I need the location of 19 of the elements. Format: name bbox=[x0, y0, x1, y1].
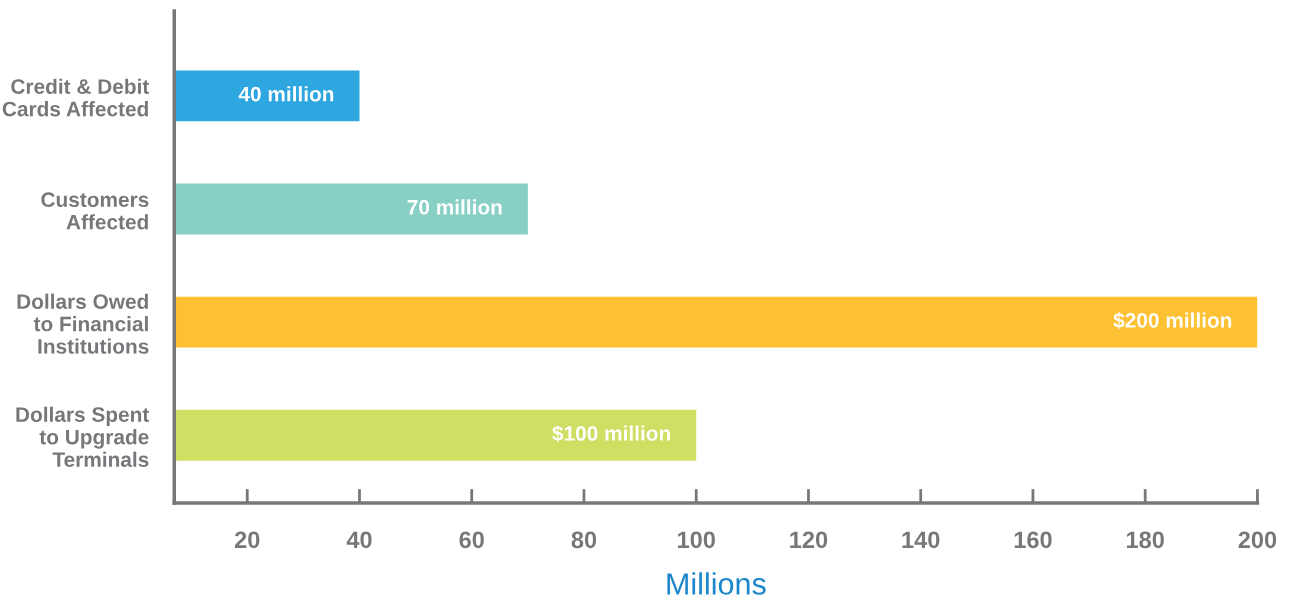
x-tick-label: 200 bbox=[1238, 531, 1277, 549]
x-tick-label: 20 bbox=[234, 531, 260, 549]
x-tick-label: 80 bbox=[571, 531, 597, 549]
y-tick-label: Dollars Owed to Financial Institutions bbox=[17, 293, 149, 354]
data-label: 70 million bbox=[407, 199, 502, 215]
x-tick-label: 180 bbox=[1126, 531, 1164, 549]
y-tick-label: Customers Affected bbox=[41, 192, 149, 230]
x-tick-label: 140 bbox=[902, 531, 940, 549]
data-label: $200 million bbox=[1113, 312, 1232, 330]
x-tick-label: 60 bbox=[459, 531, 484, 549]
data-label: 40 million bbox=[238, 86, 334, 102]
x-tick-label: 100 bbox=[678, 531, 715, 549]
x-tick-label: 40 bbox=[346, 531, 372, 549]
data-label: $100 million bbox=[552, 425, 670, 443]
y-tick-label: Dollars Spent to Upgrade Terminals bbox=[16, 406, 150, 467]
x-tick-label: 120 bbox=[790, 531, 828, 549]
x-axis-title: Millions bbox=[667, 572, 766, 595]
x-tick-label: 160 bbox=[1014, 531, 1052, 549]
y-tick-label: Credit & Debit Cards Affected bbox=[2, 78, 150, 117]
